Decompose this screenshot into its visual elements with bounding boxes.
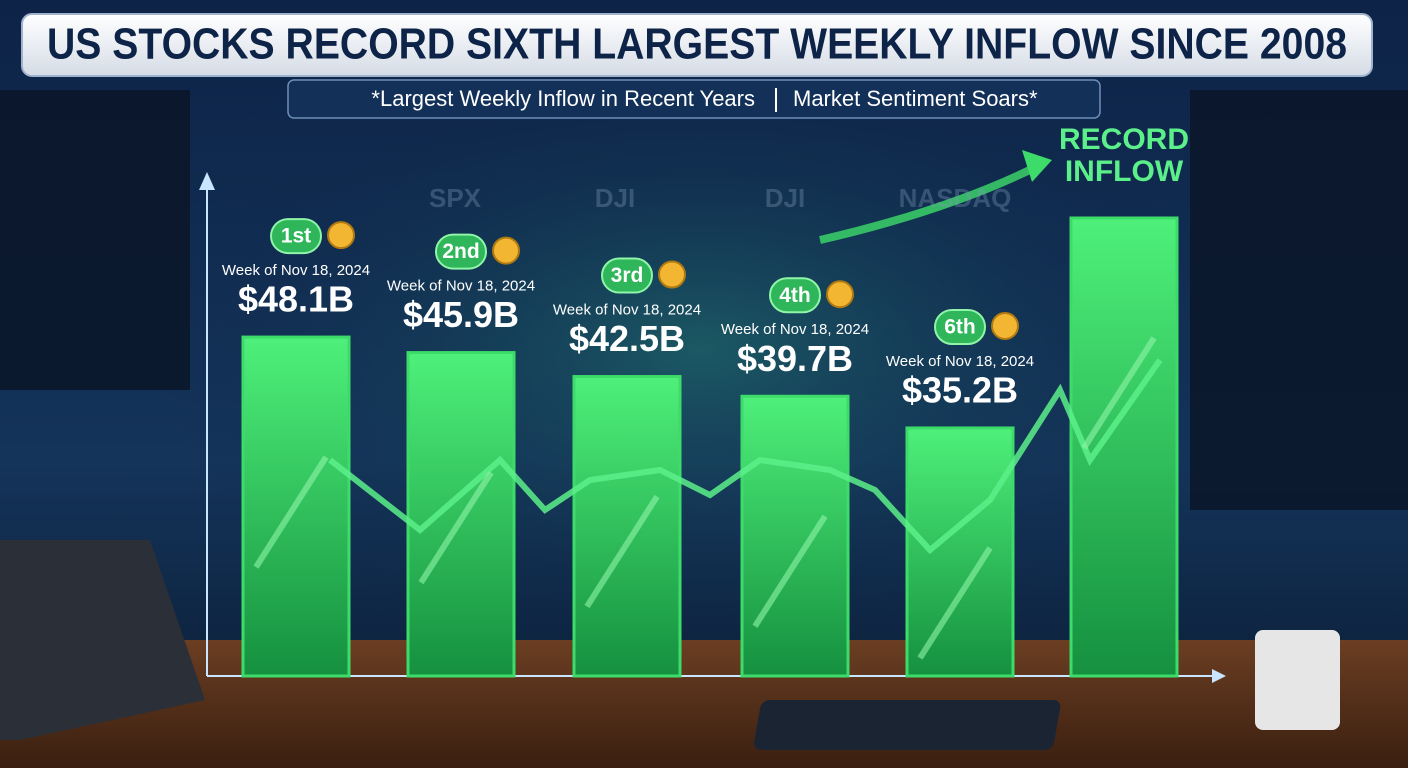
coin-icon <box>327 221 355 250</box>
laptop <box>0 540 205 740</box>
period-label: Week of Nov 18, 2024 <box>721 321 869 338</box>
bar-arrow <box>418 470 494 585</box>
axis-arrow <box>1212 669 1226 683</box>
period-label: Week of Nov 18, 2024 <box>222 262 370 279</box>
bar-arrow <box>253 455 329 569</box>
period-label: Week of Nov 18, 2024 <box>387 278 535 295</box>
rank-badge <box>270 218 322 255</box>
period-label: Week of Nov 18, 2024 <box>553 302 701 319</box>
screen-left <box>0 90 190 390</box>
rank-label: 4th <box>779 284 811 307</box>
background-label: DJI <box>595 183 635 213</box>
tablet <box>754 700 1061 750</box>
bar <box>1069 216 1179 678</box>
chart-title: US STOCKS RECORD SIXTH LARGEST WEEKLY IN… <box>47 20 1347 69</box>
category-label-line: INFLOW <box>1065 155 1184 188</box>
rank-badge <box>435 233 487 270</box>
bar-arrow <box>752 514 828 628</box>
background-label: SPX <box>429 183 482 213</box>
title-box <box>21 13 1373 77</box>
background-label: DJI <box>765 183 805 213</box>
category-label: RECORD INFLOW <box>1059 123 1189 188</box>
background-label: NASDAQ <box>899 183 1012 213</box>
value-label: $42.5B <box>569 318 685 359</box>
subtitle: Market Sentiment Soars* <box>793 86 1038 111</box>
bar-arrow <box>584 494 660 609</box>
axis-arrow <box>199 172 215 190</box>
bar <box>905 426 1015 678</box>
coin-icon <box>991 311 1019 340</box>
trend-arrow-head <box>1022 150 1052 182</box>
bar-arrow <box>917 546 993 660</box>
rank-badge <box>601 257 653 294</box>
rank-label: 1st <box>281 225 311 248</box>
rank-badge <box>769 277 821 314</box>
desk <box>0 640 1408 768</box>
coin-icon <box>492 236 520 265</box>
rank-label: 2nd <box>442 240 479 263</box>
bar <box>740 394 850 678</box>
period-label: Week of Nov 18, 2024 <box>886 353 1034 370</box>
zigzag-line <box>328 358 1163 555</box>
value-label: $35.2B <box>902 369 1018 410</box>
value-label: $45.9B <box>403 294 519 335</box>
value-label: $39.7B <box>737 338 853 379</box>
coin-icon <box>658 260 686 289</box>
mug <box>1255 630 1340 730</box>
rank-label: 3rd <box>611 264 644 287</box>
bar <box>572 375 682 678</box>
rank-label: 6th <box>944 316 976 339</box>
screen-right <box>1190 90 1408 510</box>
rank-badge <box>934 308 986 345</box>
value-label: $48.1B <box>238 279 354 320</box>
subtitle: *Largest Weekly Inflow in Recent Years <box>371 86 755 111</box>
subtitle-box <box>287 79 1101 119</box>
category-label-line: RECORD <box>1059 123 1189 156</box>
coin-icon <box>826 280 854 309</box>
bar-arrow <box>1081 336 1157 450</box>
trend-arrow <box>819 161 1042 244</box>
